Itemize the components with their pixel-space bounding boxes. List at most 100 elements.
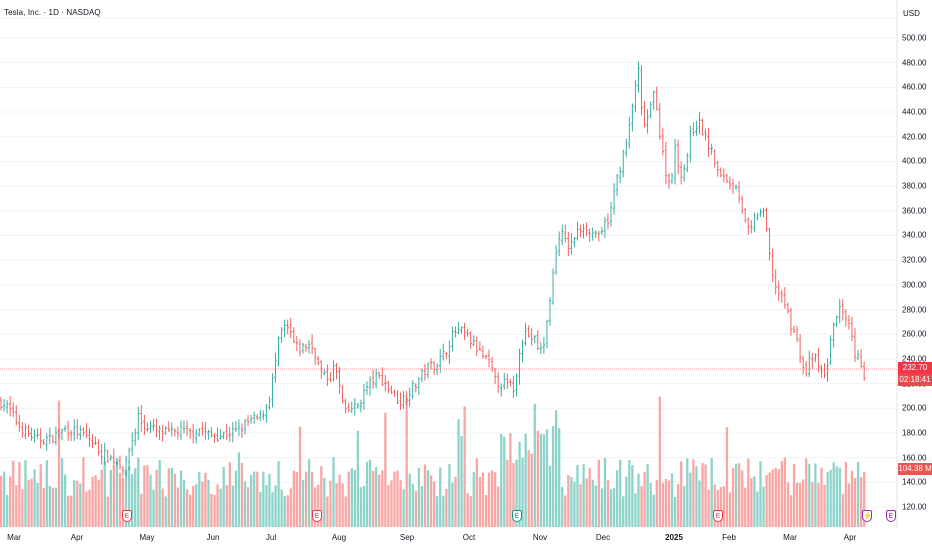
price-bar bbox=[191, 423, 195, 444]
price-bar bbox=[780, 289, 783, 304]
price-bar bbox=[161, 424, 164, 442]
price-bar bbox=[594, 230, 597, 239]
price-bar bbox=[286, 319, 289, 335]
price-bar bbox=[722, 168, 726, 183]
price-bar bbox=[243, 418, 247, 435]
earnings-event-icon[interactable]: E bbox=[886, 510, 896, 522]
price-bar bbox=[637, 61, 640, 93]
volume-bar bbox=[722, 486, 726, 527]
price-bar bbox=[127, 447, 131, 471]
price-bar bbox=[768, 227, 771, 261]
volume-bar bbox=[472, 472, 475, 527]
split-event-icon[interactable]: ⚡ bbox=[862, 510, 872, 522]
volume-bar bbox=[853, 478, 857, 527]
price-bar bbox=[313, 347, 317, 366]
price-bar bbox=[798, 334, 802, 364]
volume-bar bbox=[411, 483, 414, 527]
volume-bar bbox=[48, 485, 51, 527]
volume-bar bbox=[115, 458, 119, 527]
earnings-event-icon[interactable]: E bbox=[312, 510, 322, 522]
price-bar bbox=[844, 308, 848, 327]
price-bar bbox=[341, 385, 344, 404]
volume-bar bbox=[176, 487, 180, 527]
volume-bar bbox=[625, 476, 628, 527]
volume-bar bbox=[292, 470, 295, 527]
price-tick-label: 440.00 bbox=[902, 107, 927, 117]
volume-bar bbox=[567, 475, 570, 527]
volume-bar bbox=[588, 468, 591, 527]
volume-bar bbox=[786, 482, 790, 527]
volume-bar bbox=[283, 495, 286, 527]
volume-bar bbox=[27, 480, 30, 527]
time-tick-label: Aug bbox=[331, 533, 347, 542]
price-bar bbox=[570, 233, 573, 255]
earnings-event-icon[interactable]: E bbox=[512, 510, 522, 522]
price-bar bbox=[185, 420, 189, 437]
earnings-event-icon[interactable]: E bbox=[122, 510, 132, 522]
volume-bar bbox=[457, 419, 460, 527]
volume-bar bbox=[243, 481, 247, 527]
price-bar bbox=[402, 391, 405, 410]
volume-bar bbox=[231, 485, 234, 527]
volume-bar bbox=[622, 496, 625, 527]
price-bar bbox=[112, 448, 116, 467]
price-bar bbox=[390, 385, 393, 395]
volume-bar bbox=[820, 467, 823, 527]
price-bar bbox=[618, 166, 622, 184]
volume-bar bbox=[802, 479, 805, 527]
price-tick-label: 240.00 bbox=[902, 354, 927, 364]
price-bar bbox=[36, 428, 39, 439]
volume-bar bbox=[213, 494, 216, 527]
volume-bar bbox=[259, 491, 262, 527]
volume-bar bbox=[152, 489, 155, 527]
volume-bar bbox=[167, 468, 170, 527]
price-bar bbox=[862, 361, 866, 381]
volume-bar bbox=[710, 457, 713, 527]
price-bar bbox=[69, 430, 73, 441]
volume-bar bbox=[844, 461, 848, 527]
price-bar bbox=[289, 317, 292, 339]
volume-bar bbox=[442, 495, 445, 527]
volume-bar bbox=[698, 480, 701, 527]
volume-bar bbox=[173, 473, 177, 527]
price-bar bbox=[740, 195, 744, 214]
price-bar bbox=[506, 373, 509, 389]
price-bar bbox=[811, 352, 814, 369]
price-bar bbox=[0, 396, 3, 411]
price-bar bbox=[832, 322, 835, 348]
volume-bar bbox=[719, 487, 722, 527]
volume-bar bbox=[768, 472, 771, 527]
volume-bar bbox=[576, 464, 579, 527]
volume-bar bbox=[612, 488, 616, 527]
volume-bar bbox=[298, 426, 302, 527]
price-bar bbox=[12, 402, 15, 418]
volume-bar bbox=[734, 463, 738, 527]
volume-bar bbox=[121, 477, 125, 527]
volume-bar bbox=[286, 495, 289, 527]
time-tick-label: Jun bbox=[206, 533, 220, 542]
price-bar bbox=[600, 227, 604, 236]
price-bar bbox=[530, 328, 533, 346]
price-bar bbox=[631, 103, 634, 132]
volume-bar bbox=[219, 488, 222, 527]
volume-bar bbox=[429, 475, 433, 527]
volume-bar bbox=[70, 495, 73, 527]
volume-bar bbox=[686, 458, 689, 527]
volume-bar bbox=[134, 468, 137, 527]
earnings-event-icon[interactable]: E bbox=[713, 510, 723, 522]
volume-bar bbox=[478, 476, 482, 527]
volume-bar bbox=[329, 480, 332, 527]
volume-bar bbox=[393, 471, 396, 527]
price-bar bbox=[512, 375, 515, 398]
price-tick-label: 480.00 bbox=[902, 58, 927, 68]
volume-bar bbox=[228, 462, 231, 527]
chart-title: Tesla, Inc. · 1D · NASDAQ bbox=[4, 8, 101, 17]
currency-label[interactable]: USD bbox=[903, 9, 920, 18]
volume-bar bbox=[433, 481, 436, 527]
price-bar bbox=[597, 230, 600, 242]
price-bar bbox=[670, 172, 674, 185]
price-bar bbox=[734, 184, 738, 190]
price-bar bbox=[225, 424, 228, 440]
volume-bar bbox=[216, 484, 219, 527]
